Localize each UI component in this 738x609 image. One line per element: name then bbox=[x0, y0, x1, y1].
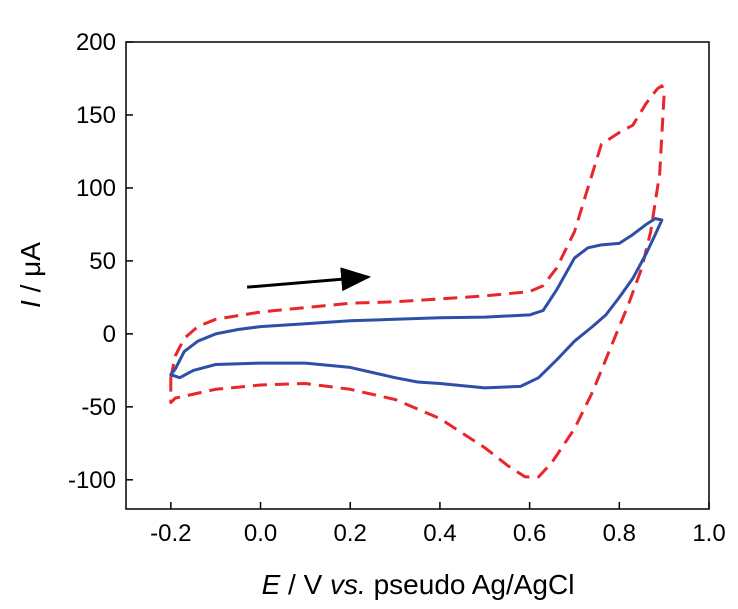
axis-tick-labels: -0.2 0.0 0.2 0.4 0.6 0.8 1.0 -100 -50 0 50 100 150 20… bbox=[68, 29, 726, 547]
y-axis-unit: / μA bbox=[15, 242, 46, 300]
x-axis-label: E / V vs. pseudo Ag/AgCl bbox=[262, 569, 575, 600]
x-tick-label: -0.2 bbox=[150, 520, 191, 547]
x-tick-label: 1.0 bbox=[692, 520, 725, 547]
x-axis-unit: / V bbox=[280, 569, 330, 600]
y-tick-label: 100 bbox=[76, 175, 116, 202]
plot-frame bbox=[125, 41, 710, 510]
y-tick-label: 150 bbox=[76, 102, 116, 129]
y-tick-label: 0 bbox=[103, 321, 116, 348]
y-axis-symbol: I bbox=[15, 300, 46, 308]
scan-direction-arrow bbox=[246, 267, 372, 292]
x-tick-label: 0.6 bbox=[513, 520, 546, 547]
y-axis-label: I / μA bbox=[15, 242, 46, 308]
data-series bbox=[169, 84, 666, 479]
y-tick-label: 50 bbox=[89, 248, 116, 275]
series-line-1 bbox=[169, 84, 666, 479]
x-tick-label: 0.4 bbox=[423, 520, 456, 547]
x-tick-label: 0.2 bbox=[334, 520, 367, 547]
x-axis-symbol: E bbox=[262, 569, 281, 600]
chart-annotations bbox=[246, 267, 372, 292]
x-tick-label: 0.8 bbox=[603, 520, 636, 547]
y-tick-label: -100 bbox=[68, 467, 116, 494]
x-axis-vs: vs. bbox=[330, 569, 366, 600]
x-axis-reference: pseudo Ag/AgCl bbox=[366, 569, 575, 600]
axis-ticks bbox=[126, 41, 710, 509]
y-tick-label: 200 bbox=[76, 29, 116, 56]
series-line-2 bbox=[169, 217, 664, 390]
x-tick-label: 0.0 bbox=[244, 520, 277, 547]
y-tick-label: -50 bbox=[81, 394, 116, 421]
